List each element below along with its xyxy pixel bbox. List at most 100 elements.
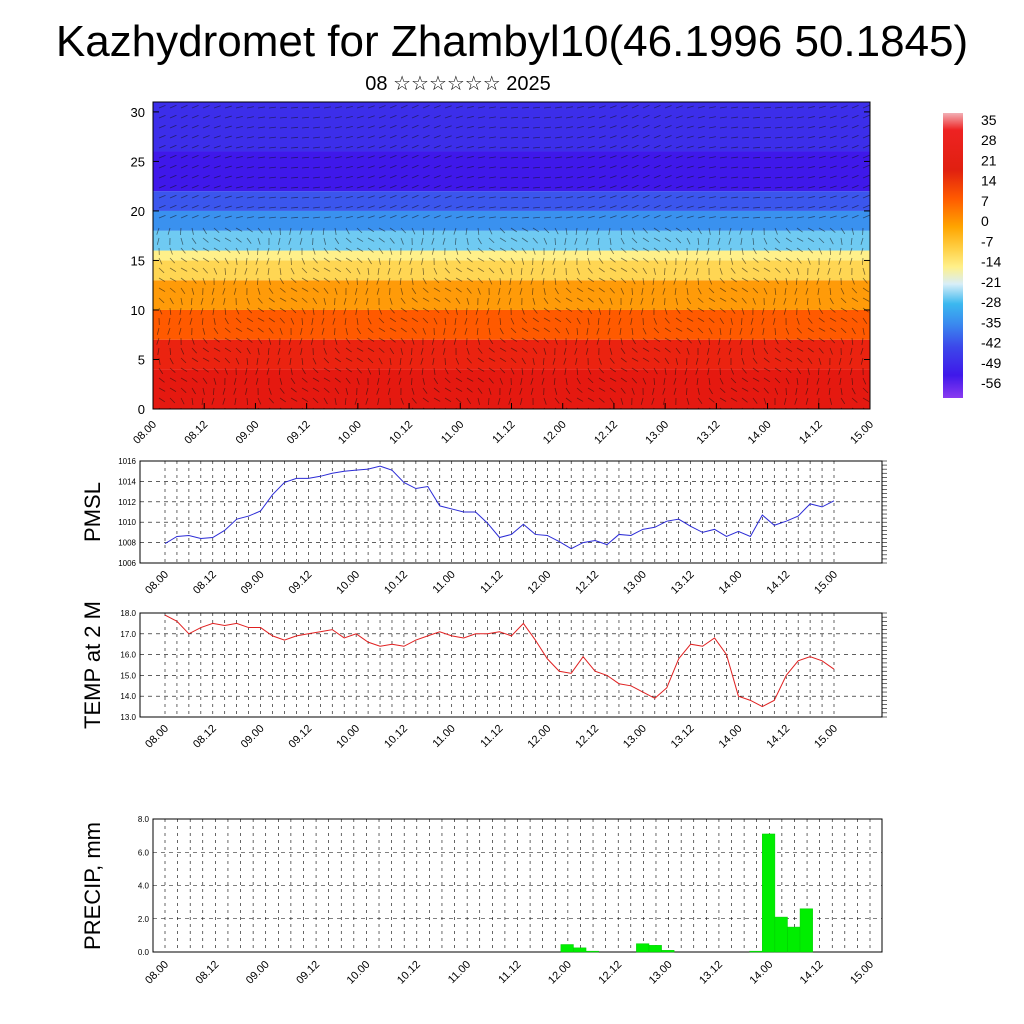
- wind-barb: [191, 215, 199, 219]
- wind-barb: [532, 206, 541, 209]
- wind-barb: [642, 337, 649, 344]
- y-tick-label: 1006: [118, 559, 136, 568]
- wind-barb: [180, 237, 184, 245]
- wind-barb: [816, 387, 820, 395]
- wind-barb: [180, 387, 187, 394]
- wind-barb: [345, 105, 353, 109]
- wind-barb: [553, 267, 556, 275]
- wind-barb: [574, 347, 578, 355]
- wind-barb: [530, 377, 534, 385]
- wind-barb: [763, 257, 771, 262]
- wind-barb: [455, 205, 463, 209]
- wind-barb: [169, 277, 177, 282]
- wind-barb: [180, 184, 188, 189]
- wind-barb: [675, 205, 683, 209]
- wind-barb: [422, 327, 426, 335]
- wind-barb: [697, 195, 705, 199]
- wind-barb: [499, 176, 507, 179]
- wind-barb: [323, 176, 331, 179]
- wind-barb: [488, 146, 496, 149]
- wind-barb: [169, 247, 173, 255]
- wind-barb: [354, 297, 358, 305]
- wind-barb: [664, 205, 672, 209]
- wind-barb: [378, 125, 386, 129]
- wind-barb: [508, 397, 512, 405]
- wind-barb: [772, 307, 776, 315]
- wind-barb: [774, 227, 778, 235]
- wind-barb: [290, 196, 299, 199]
- wind-barb: [587, 387, 595, 392]
- wind-barb: [642, 174, 650, 179]
- wind-barb: [520, 397, 523, 405]
- wind-barb: [653, 227, 660, 233]
- wind-barb: [191, 357, 199, 363]
- wind-barb: [609, 105, 617, 109]
- wind-barb: [488, 237, 495, 244]
- wind-barb: [543, 146, 551, 149]
- wind-barb: [598, 195, 606, 199]
- wind-barb: [422, 287, 429, 293]
- wind-barb: [422, 214, 430, 219]
- wind-barb: [455, 397, 462, 403]
- wind-barb: [521, 257, 525, 265]
- wind-barb: [301, 377, 308, 383]
- wind-barb: [598, 307, 602, 315]
- wind-barb: [224, 145, 232, 149]
- wind-barb: [344, 317, 347, 325]
- wind-barb: [343, 297, 347, 305]
- wind-barb: [235, 215, 243, 219]
- wind-barb: [543, 206, 551, 209]
- wind-barb: [378, 337, 386, 342]
- wind-barb: [279, 377, 283, 385]
- wind-barb: [334, 196, 342, 199]
- wind-barb: [444, 277, 452, 283]
- wind-barb: [444, 287, 452, 292]
- wind-barb: [817, 287, 820, 295]
- wind-barb: [774, 257, 782, 262]
- wind-barb: [862, 154, 870, 159]
- wind-barb: [543, 166, 551, 169]
- wind-barb: [378, 327, 386, 332]
- wind-barb: [169, 194, 177, 199]
- wind-barb: [796, 267, 800, 275]
- wind-barb: [158, 184, 166, 189]
- wind-barb: [488, 377, 494, 384]
- wind-barb: [488, 136, 496, 139]
- wind-barb: [290, 106, 299, 109]
- wind-barb: [763, 186, 772, 189]
- wind-barb: [774, 136, 782, 139]
- wind-barb: [323, 126, 331, 129]
- wind-barb: [378, 357, 383, 365]
- wind-barb: [652, 277, 655, 285]
- wind-barb: [785, 206, 793, 209]
- wind-barb: [344, 397, 347, 406]
- x-tick-label: 12.12: [592, 419, 620, 447]
- x-tick-label: 15.00: [812, 723, 840, 751]
- wind-barb: [488, 176, 496, 179]
- wind-barb: [267, 347, 270, 356]
- wind-barb: [444, 257, 448, 265]
- wind-barb: [257, 216, 265, 219]
- wind-barb: [367, 327, 374, 333]
- wind-barb: [345, 215, 353, 219]
- wind-barb: [202, 155, 210, 159]
- wind-barb: [840, 307, 848, 312]
- wind-barb: [510, 146, 519, 149]
- wind-barb: [521, 337, 529, 342]
- wind-barb: [552, 357, 556, 365]
- wind-barb: [444, 205, 452, 209]
- wind-barb: [433, 317, 438, 325]
- wind-barb: [411, 124, 419, 129]
- wind-barb: [168, 317, 171, 325]
- wind-barb: [828, 257, 831, 265]
- wind-barb: [818, 367, 820, 376]
- wind-barb: [642, 164, 650, 169]
- wind-barb: [279, 307, 287, 313]
- wind-barb: [695, 367, 699, 375]
- y-tick-label: 20: [131, 204, 145, 219]
- wind-barb: [706, 257, 710, 265]
- wind-barb: [224, 357, 231, 364]
- wind-barb: [224, 215, 232, 219]
- wind-barb: [400, 297, 406, 304]
- wind-barb: [354, 397, 358, 405]
